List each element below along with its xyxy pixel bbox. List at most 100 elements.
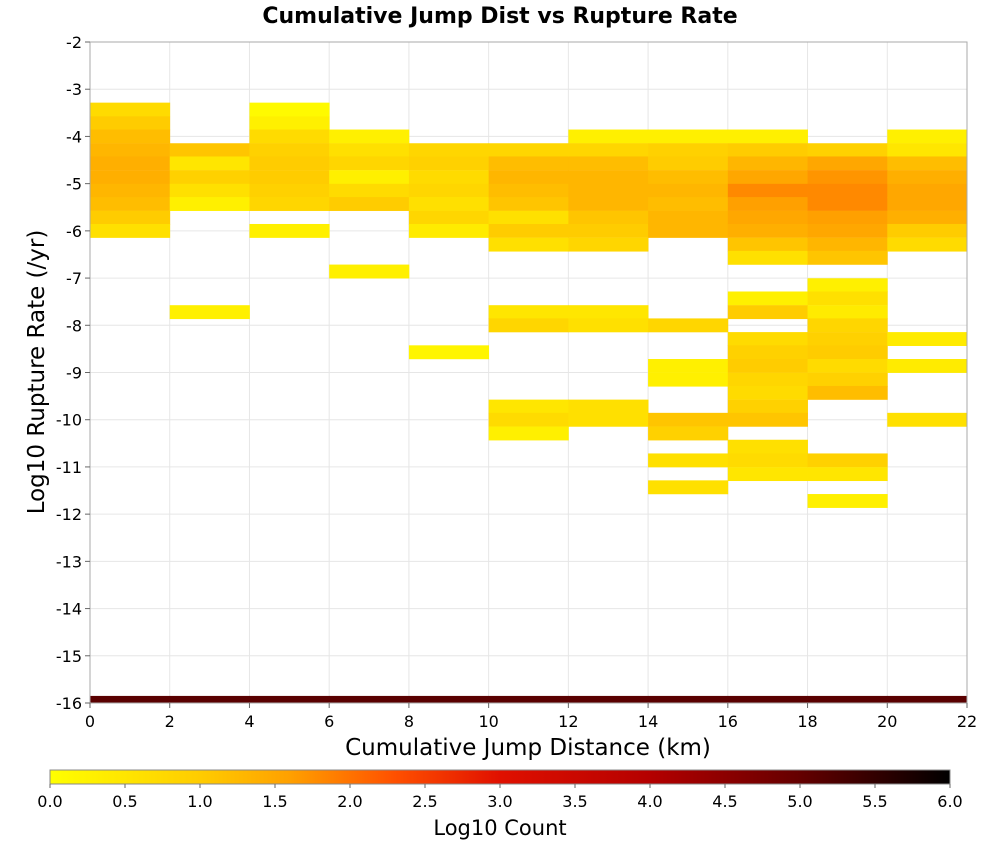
heatmap-cell (169, 305, 250, 320)
heatmap-cell (807, 695, 888, 704)
heatmap-cell (887, 695, 968, 704)
heatmap-cell (90, 143, 171, 158)
heatmap-cell (887, 156, 968, 171)
heatmap-cell (648, 426, 729, 441)
colorbar-tick-label: 0.0 (37, 792, 62, 811)
heatmap-cell (329, 183, 410, 198)
heatmap-cell (488, 143, 569, 158)
heatmap-cell (648, 129, 729, 144)
heatmap-cell (329, 170, 410, 185)
heatmap-cell (568, 695, 649, 704)
y-axis-ticks: -2 -3 -4 -5 -6 -7 -8 -9 -10 -11 -12 -13 -14 -15 -16 (56, 33, 90, 713)
heatmap-cell (648, 412, 729, 427)
heatmap-cell (488, 210, 569, 225)
heatmap-cell (727, 250, 808, 265)
heatmap-cell (807, 278, 888, 293)
x-tick-label: 8 (404, 712, 414, 731)
heatmap-cell (488, 197, 569, 211)
heatmap-cell (648, 480, 729, 495)
heatmap-cell (887, 129, 968, 144)
heatmap-cell (807, 385, 888, 400)
y-tick-label: -2 (66, 33, 82, 52)
heatmap-cell (408, 170, 490, 185)
heatmap-cells (90, 102, 968, 704)
heatmap-cell (807, 494, 888, 508)
heatmap-cell (807, 156, 888, 171)
heatmap-cell (887, 332, 968, 346)
x-tick-label: 2 (165, 712, 175, 731)
heatmap-cell (887, 170, 968, 185)
heatmap-cell (249, 143, 330, 158)
heatmap-cell (807, 372, 888, 387)
heatmap-cell (887, 143, 968, 158)
heatmap-cell (249, 695, 330, 704)
heatmap-cell (408, 197, 490, 211)
heatmap-cell (329, 143, 410, 158)
heatmap-cell (90, 116, 171, 131)
heatmap-cell (90, 156, 171, 171)
colorbar-tick-label: 6.0 (937, 792, 962, 811)
heatmap-cell (90, 102, 171, 117)
heatmap-cell (807, 291, 888, 306)
heatmap-cell (90, 210, 171, 225)
heatmap-cell (648, 372, 729, 387)
heatmap-cell (887, 197, 968, 211)
heatmap-cell (727, 156, 808, 171)
heatmap-cell (727, 170, 808, 185)
heatmap-cell (727, 412, 808, 427)
x-tick-label: 22 (957, 712, 977, 731)
x-tick-label: 6 (324, 712, 334, 731)
heatmap-cell (488, 399, 569, 414)
chart-title: Cumulative Jump Dist vs Rupture Rate (262, 4, 737, 29)
heatmap-cell (727, 237, 808, 252)
heatmap-cell (807, 453, 888, 468)
heatmap-cell (648, 183, 729, 198)
x-tick-label: 18 (797, 712, 817, 731)
heatmap-cell (488, 237, 569, 252)
heatmap-cell (648, 223, 729, 238)
heatmap-cell (887, 183, 968, 198)
y-tick-label: -14 (56, 600, 82, 619)
colorbar-ticks: 0.0 0.5 1.0 1.5 2.0 2.5 3.0 3.5 4.0 4.5 5.0 5.5 6.0 (37, 784, 963, 811)
heatmap-cell (727, 305, 808, 320)
heatmap-cell (727, 345, 808, 360)
colorbar-tick-label: 2.5 (412, 792, 437, 811)
heatmap-cell (488, 170, 569, 185)
heatmap-cell (807, 143, 888, 158)
heatmap-cell (568, 318, 649, 333)
y-tick-label: -6 (66, 222, 82, 241)
heatmap-cell (568, 305, 649, 320)
heatmap-cell (169, 183, 250, 198)
heatmap-cell (169, 695, 250, 704)
heatmap-cell (249, 170, 330, 185)
y-tick-label: -13 (56, 552, 82, 571)
heatmap-cell (408, 143, 490, 158)
colorbar-label: Log10 Count (433, 816, 566, 840)
heatmap-cell (648, 143, 729, 158)
x-tick-label: 12 (558, 712, 578, 731)
heatmap-cell (887, 359, 968, 373)
heatmap-cell (568, 223, 649, 238)
heatmap-cell (329, 197, 410, 211)
heatmap-cell (807, 359, 888, 373)
heatmap-cell (329, 264, 410, 279)
heatmap-cell (727, 695, 808, 704)
heatmap-cell (807, 467, 888, 482)
heatmap-cell (887, 237, 968, 252)
heatmap-cell (568, 170, 649, 185)
heatmap-cell (807, 318, 888, 333)
heatmap-cell (887, 412, 968, 427)
x-tick-label: 4 (244, 712, 254, 731)
x-tick-label: 20 (877, 712, 897, 731)
heatmap-cell (648, 210, 729, 225)
heatmap-cell (807, 305, 888, 320)
heatmap-cell (249, 183, 330, 198)
y-tick-label: -3 (66, 80, 82, 99)
heatmap-cell (807, 250, 888, 265)
heatmap-cell (807, 170, 888, 185)
heatmap-cell (807, 237, 888, 252)
heatmap-cell (408, 695, 490, 704)
y-tick-label: -11 (56, 458, 82, 477)
heatmap-cell (568, 210, 649, 225)
